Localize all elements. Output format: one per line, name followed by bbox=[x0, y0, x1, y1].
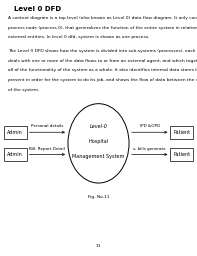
FancyBboxPatch shape bbox=[170, 126, 193, 139]
FancyBboxPatch shape bbox=[4, 126, 27, 139]
Text: external entities. In level 0 dfd, system is shown as one process.: external entities. In level 0 dfd, syste… bbox=[8, 35, 149, 39]
Text: IPD &OPD: IPD &OPD bbox=[140, 124, 160, 129]
FancyBboxPatch shape bbox=[4, 148, 27, 161]
Text: s, bills generate: s, bills generate bbox=[133, 147, 166, 151]
Text: process node (process 0), that generalizes the function of the entire system in : process node (process 0), that generaliz… bbox=[8, 26, 197, 30]
Text: Personal details: Personal details bbox=[31, 124, 63, 129]
Text: of the system.: of the system. bbox=[8, 88, 39, 92]
Text: Fig. No.11: Fig. No.11 bbox=[88, 195, 109, 199]
Text: all of the functionality of the system as a whole. It also identifies internal d: all of the functionality of the system a… bbox=[8, 68, 197, 72]
Text: Level 0 DFD: Level 0 DFD bbox=[14, 6, 61, 12]
Text: Management System: Management System bbox=[72, 154, 125, 158]
Text: Hospital: Hospital bbox=[88, 139, 109, 144]
Text: Patient: Patient bbox=[173, 152, 190, 157]
FancyBboxPatch shape bbox=[170, 148, 193, 161]
Text: Level-0: Level-0 bbox=[90, 124, 107, 129]
Text: present in order for the system to do its job, and shows the flow of data betwee: present in order for the system to do it… bbox=[8, 78, 197, 82]
Text: Bill, Report Detail: Bill, Report Detail bbox=[29, 147, 65, 151]
Text: Admin: Admin bbox=[7, 152, 23, 157]
Circle shape bbox=[68, 104, 129, 183]
Text: A context diagram is a top level (also known as Level 0) data flow diagram. It o: A context diagram is a top level (also k… bbox=[8, 16, 197, 20]
Text: The Level 0 DFD shows how the system is divided into sub-systems (processes), ea: The Level 0 DFD shows how the system is … bbox=[8, 49, 197, 53]
Text: deals with one or more of the data flows to or from an external agent, and which: deals with one or more of the data flows… bbox=[8, 59, 197, 63]
Text: Admin: Admin bbox=[7, 130, 23, 135]
Text: 11: 11 bbox=[96, 244, 101, 248]
Text: Patient: Patient bbox=[173, 130, 190, 135]
